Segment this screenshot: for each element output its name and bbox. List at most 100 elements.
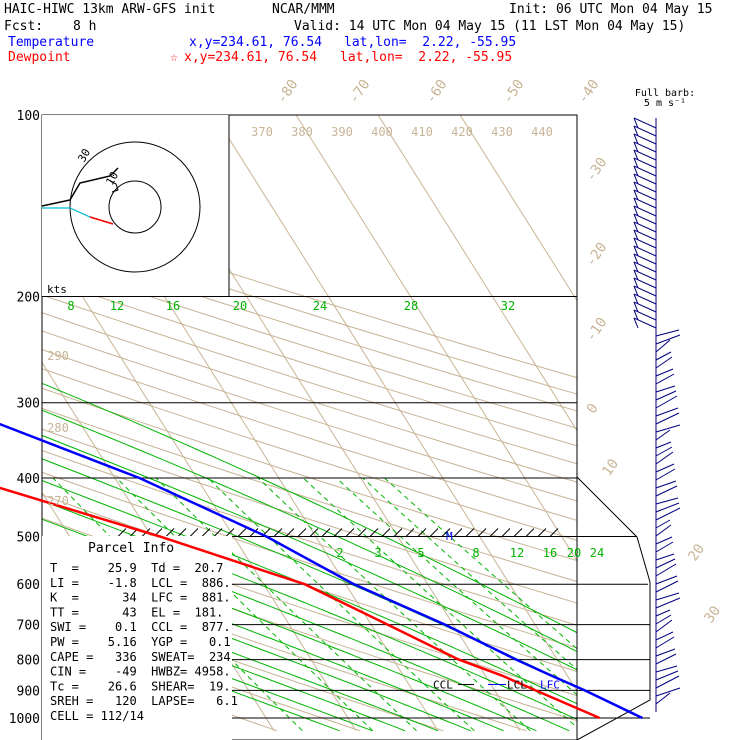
temperature-tick-label: -80 bbox=[274, 77, 302, 107]
tick-mark bbox=[201, 528, 211, 537]
init-time: Init: 06 UTC Mon 04 May 15 bbox=[509, 2, 713, 17]
wind-barb bbox=[655, 631, 674, 641]
wind-barb bbox=[633, 205, 657, 217]
wind-barb bbox=[655, 407, 679, 417]
temperature-tick-label: 0 bbox=[584, 401, 602, 417]
barb-legend-line1: Full barb: bbox=[635, 88, 695, 99]
wind-barb bbox=[655, 619, 673, 633]
dry-adiabat-line bbox=[42, 471, 577, 649]
tick-mark bbox=[549, 528, 559, 537]
pressure-label: 200 bbox=[17, 291, 40, 306]
barb-legend-line2: 5 m s⁻¹ bbox=[644, 98, 686, 109]
temperature-xy: x,y=234.61, 76.54 bbox=[189, 35, 323, 50]
wind-barb bbox=[633, 277, 657, 289]
moist-adiabat-line bbox=[42, 409, 577, 653]
dry-adiabat-line bbox=[42, 211, 577, 379]
theta-label: 420 bbox=[451, 125, 473, 139]
temperature-tick-label: -70 bbox=[346, 77, 374, 107]
mixing-ratio-label: 12 bbox=[510, 546, 524, 560]
mixing-ratio-label: 16 bbox=[166, 299, 180, 313]
hodograph-label: 30 bbox=[75, 147, 93, 165]
theta-label: 390 bbox=[331, 125, 353, 139]
moist-adiabat-line bbox=[42, 581, 439, 732]
hodograph-trace-loop bbox=[109, 180, 119, 193]
moist-adiabat-line bbox=[42, 382, 577, 634]
wind-barb-flag bbox=[633, 221, 639, 233]
tick-mark bbox=[309, 528, 319, 537]
dry-adiabat-line bbox=[42, 449, 577, 626]
wind-barb bbox=[655, 636, 675, 649]
wind-barb bbox=[655, 339, 671, 353]
tick-mark bbox=[189, 528, 199, 537]
temperature-tick-label: -10 bbox=[583, 315, 611, 345]
wind-barb-flag bbox=[633, 117, 639, 129]
temperature-profile-line bbox=[0, 422, 643, 720]
parcel-info-row: CELL = 112/14 bbox=[50, 709, 144, 723]
dewpoint-profile-line bbox=[0, 486, 601, 720]
mixing-ratio-label: 2 bbox=[336, 546, 343, 560]
dry-adiabat-line bbox=[42, 312, 577, 483]
wind-barb bbox=[633, 117, 657, 129]
isotherm-line bbox=[377, 115, 577, 432]
pressure-label: 700 bbox=[17, 619, 40, 634]
wind-barb bbox=[655, 675, 680, 689]
dewpoint-xy: x,y=234.61, 76.54 bbox=[184, 50, 318, 65]
wind-barb bbox=[655, 692, 671, 705]
tick-mark bbox=[117, 528, 127, 537]
fcst-label: Fcst: bbox=[4, 19, 44, 34]
mixing-ratio-label: 8 bbox=[472, 546, 479, 560]
temperature-tick-label: 30 bbox=[701, 603, 724, 626]
wind-barb bbox=[655, 609, 671, 617]
mixing-ratio-line bbox=[302, 477, 577, 729]
hodograph-trace-upper bbox=[41, 167, 119, 207]
wind-barb bbox=[655, 597, 681, 609]
wind-barb bbox=[633, 133, 657, 145]
mixing-ratio-line bbox=[384, 477, 577, 650]
theta-label: 410 bbox=[411, 125, 433, 139]
wind-barb bbox=[633, 213, 657, 225]
wind-barb-flag bbox=[633, 149, 639, 161]
wind-barb bbox=[633, 221, 657, 233]
wind-barb-flag bbox=[633, 277, 639, 289]
wind-barb bbox=[655, 424, 681, 433]
mixing-ratio-label: 24 bbox=[313, 299, 327, 313]
wind-barb bbox=[655, 463, 675, 473]
tick-mark bbox=[381, 528, 391, 537]
plot-frame bbox=[41, 114, 578, 740]
tick-mark bbox=[333, 528, 343, 537]
wind-barb bbox=[633, 269, 657, 281]
tick-mark bbox=[165, 528, 175, 537]
wind-barb bbox=[633, 149, 657, 161]
temperature-tick-label: 20 bbox=[685, 541, 708, 564]
isotherm-line bbox=[295, 115, 577, 562]
wind-barb bbox=[655, 451, 674, 465]
tick-mark bbox=[321, 528, 331, 537]
isotherm-line bbox=[0, 102, 28, 731]
fcst-value: 8 h bbox=[73, 19, 97, 34]
moist-adiabat-line bbox=[42, 480, 577, 705]
wind-barb bbox=[655, 553, 675, 561]
hodograph-label: 10 bbox=[103, 170, 121, 188]
wind-barb bbox=[633, 157, 657, 169]
plot-side-edge bbox=[576, 476, 651, 740]
wind-barb bbox=[655, 580, 679, 593]
parcel-info-title: Parcel Info bbox=[88, 541, 174, 556]
wind-barb bbox=[655, 485, 678, 497]
mixing-ratio-label: 20 bbox=[567, 546, 581, 560]
temperature-tick-label: -30 bbox=[583, 155, 611, 185]
wind-barb bbox=[633, 237, 657, 249]
wind-barb-flag bbox=[633, 285, 639, 297]
wind-barb bbox=[655, 687, 681, 697]
theta-label: 380 bbox=[291, 125, 313, 139]
wind-barb bbox=[633, 309, 657, 321]
dry-adiabat-line bbox=[42, 277, 577, 447]
tick-mark bbox=[405, 528, 415, 537]
tick-mark bbox=[213, 528, 223, 537]
wind-barb bbox=[655, 329, 680, 337]
parcel-info-box bbox=[42, 536, 232, 740]
isotherm-line bbox=[459, 115, 577, 302]
parcel-info-row: LI = -1.8 LCL = 886. bbox=[50, 576, 231, 590]
temperature-tick-label: 10 bbox=[599, 456, 622, 479]
wind-barb-flag bbox=[633, 317, 639, 329]
